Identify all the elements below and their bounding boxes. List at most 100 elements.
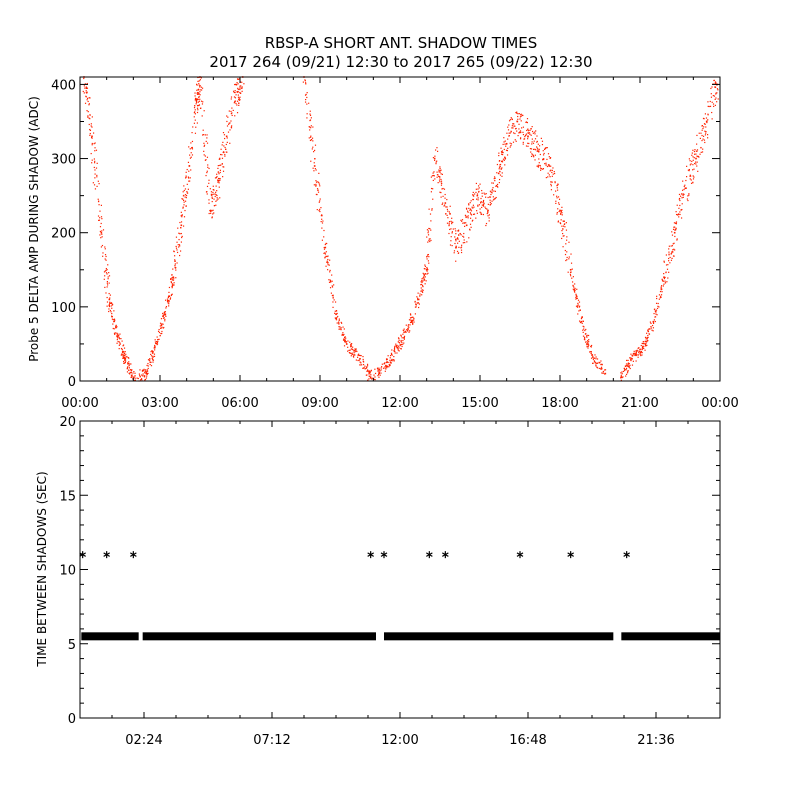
scatter-point: [168, 295, 170, 297]
scatter-point: [401, 342, 403, 344]
scatter-point: [457, 242, 459, 244]
scatter-point: [704, 134, 707, 136]
outlier-star: [130, 551, 137, 559]
scatter-point: [625, 363, 628, 365]
scatter-point: [402, 339, 404, 342]
scatter-point: [531, 130, 534, 133]
scatter-point: [91, 126, 93, 128]
scatter-point: [498, 168, 500, 170]
scatter-point: [528, 132, 531, 134]
scatter-point: [208, 212, 210, 215]
scatter-point: [197, 104, 199, 107]
scatter-point: [437, 182, 439, 184]
scatter-point: [321, 222, 324, 224]
scatter-point: [629, 357, 631, 359]
scatter-point: [374, 368, 376, 370]
scatter-point: [335, 318, 337, 320]
scatter-point: [578, 306, 580, 308]
scatter-point: [310, 125, 312, 127]
scatter-point: [650, 326, 652, 328]
scatter-point: [625, 369, 627, 371]
scatter-point: [560, 213, 562, 215]
scatter-point: [384, 362, 386, 364]
scatter-point: [641, 348, 643, 351]
scatter-point: [519, 130, 522, 132]
scatter-point: [208, 199, 210, 201]
scatter-point: [231, 112, 233, 114]
scatter-point: [393, 359, 395, 361]
scatter-point: [508, 124, 510, 126]
scatter-point: [630, 357, 632, 359]
scatter-point: [102, 252, 104, 254]
scatter-point: [569, 271, 572, 273]
scatter-point: [512, 132, 515, 134]
scatter-point: [600, 366, 603, 368]
scatter-point: [216, 194, 218, 197]
scatter-point: [111, 307, 113, 309]
scatter-point: [688, 168, 690, 171]
scatter-point: [396, 352, 398, 354]
scatter-point: [199, 91, 201, 93]
scatter-point: [520, 120, 522, 122]
scatter-point: [334, 310, 336, 312]
scatter-point: [504, 157, 507, 160]
scatter-point: [196, 93, 199, 95]
scatter-point: [420, 281, 422, 283]
scatter-point: [577, 299, 580, 301]
scatter-point: [417, 302, 419, 304]
scatter-point: [130, 363, 132, 365]
scatter-point: [536, 140, 538, 143]
scatter-point: [637, 350, 639, 352]
scatter-point: [397, 341, 399, 343]
scatter-point: [550, 165, 552, 167]
scatter-point: [594, 362, 596, 364]
scatter-point: [666, 268, 669, 270]
scatter-point: [640, 354, 642, 357]
scatter-point: [175, 245, 177, 248]
scatter-point: [210, 194, 213, 196]
scatter-point: [234, 100, 237, 102]
scatter-point: [166, 299, 169, 302]
scatter-point: [134, 376, 136, 378]
scatter-point: [488, 214, 490, 216]
scatter-point: [561, 225, 563, 227]
scatter-point: [704, 141, 706, 144]
scatter-point: [105, 255, 107, 258]
scatter-point: [196, 111, 199, 114]
scatter-point: [214, 177, 217, 179]
scatter-point: [439, 166, 441, 168]
scatter-point: [426, 266, 428, 269]
scatter-point: [109, 301, 111, 303]
scatter-point: [664, 282, 667, 284]
scatter-point: [155, 342, 158, 345]
scatter-point: [88, 97, 90, 99]
scatter-point: [426, 236, 428, 238]
scatter-point: [649, 328, 651, 330]
scatter-point: [450, 240, 452, 242]
scatter-point: [391, 354, 393, 356]
scatter-point: [108, 298, 111, 301]
scatter-point: [562, 246, 564, 248]
scatter-point: [549, 157, 551, 160]
scatter-point: [692, 159, 694, 161]
scatter-point: [208, 179, 210, 181]
scatter-point: [592, 356, 594, 359]
scatter-point: [657, 302, 659, 305]
scatter-point: [184, 177, 187, 179]
scatter-point: [430, 239, 432, 242]
scatter-point: [189, 154, 191, 156]
scatter-point: [343, 333, 345, 336]
scatter-point: [463, 232, 465, 235]
scatter-point: [184, 209, 186, 212]
scatter-point: [703, 123, 706, 125]
scatter-point: [482, 205, 485, 207]
scatter-point: [145, 370, 147, 372]
outlier-star: [426, 551, 433, 559]
scatter-point: [144, 370, 146, 372]
scatter-point: [661, 291, 663, 293]
scatter-point: [590, 345, 592, 347]
scatter-point: [348, 351, 351, 354]
scatter-point: [129, 363, 131, 365]
scatter-point: [421, 278, 423, 280]
scatter-point: [446, 222, 449, 224]
